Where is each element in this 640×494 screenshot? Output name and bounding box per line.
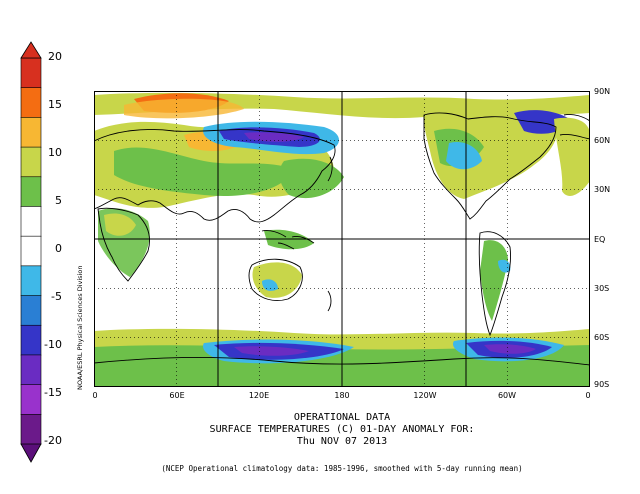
lat-label: 30S: [594, 284, 610, 293]
title-line-2: SURFACE TEMPERATURES (C) 01-DAY ANOMALY …: [209, 424, 475, 435]
colorbar-segment: [20, 354, 42, 386]
colorbar-bottom-arrow: [20, 443, 42, 463]
colorbar-label: 15: [48, 98, 62, 111]
lat-label: 60S: [594, 333, 610, 342]
colorbar-label: 5: [55, 194, 62, 207]
anomaly-region-indonesia: [264, 229, 314, 250]
anomaly-region-australia: [252, 262, 302, 298]
colorbar-label: 10: [48, 146, 62, 159]
map-frame: [94, 91, 590, 387]
colorbar-label: -10: [44, 338, 62, 351]
lon-label: 0: [92, 391, 98, 400]
lon-label: 0: [585, 391, 591, 400]
anomaly-region-south-america-cool: [498, 259, 511, 273]
lat-label: 90S: [594, 380, 610, 389]
title-line-3: Thu NOV 07 2013: [296, 436, 388, 447]
colorbar-segment: [20, 117, 42, 148]
anomaly-region-north-america-cool: [446, 141, 482, 170]
colorbar-label: -5: [51, 290, 62, 303]
colorbar-label: 20: [48, 50, 62, 63]
anomaly-region-eurasia-green: [114, 147, 294, 196]
climatology-note: (NCEP Operational climatology data: 1985…: [161, 464, 523, 473]
lon-label: 180: [334, 391, 350, 400]
credit-text: NOAA/ESRL Physical Sciences Division: [76, 265, 84, 390]
title-line-1: OPERATIONAL DATA: [293, 412, 391, 423]
lon-label: 60E: [169, 391, 185, 400]
anomaly-region-africa-warm: [104, 213, 136, 236]
lon-label: 120W: [413, 391, 437, 400]
grid-lines: [94, 91, 590, 387]
colorbar-label: -20: [44, 434, 62, 447]
lon-label: 120E: [248, 391, 270, 400]
anomaly-map: [94, 91, 590, 387]
lat-label: 60N: [594, 136, 611, 145]
anomaly-region-east-asia: [279, 158, 344, 199]
colorbar-segment: [20, 206, 42, 237]
lat-label: 30N: [594, 185, 611, 194]
lat-label: EQ: [594, 235, 606, 244]
colorbar: [20, 41, 42, 463]
colorbar-top-arrow: [20, 41, 42, 59]
colorbar-label: 0: [55, 242, 62, 255]
lon-label: 60W: [497, 391, 517, 400]
coastlines: [94, 112, 590, 366]
anomaly-region-arctic-orange: [124, 98, 244, 119]
anomaly-region-antarctica-east-purple: [484, 344, 536, 354]
lat-label: 90N: [594, 87, 611, 96]
anomaly-region-antarctica-purple: [234, 346, 309, 356]
colorbar-label: -15: [44, 386, 62, 399]
